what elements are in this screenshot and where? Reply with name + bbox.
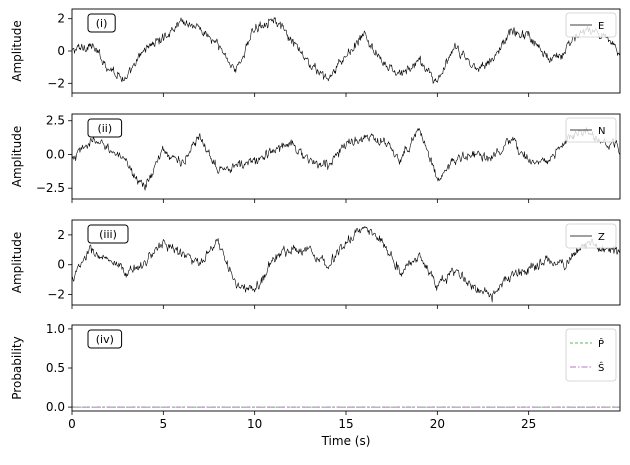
axes-frame bbox=[71, 8, 621, 94]
axes-frame bbox=[71, 324, 621, 412]
axes-frame bbox=[71, 113, 621, 200]
panel-label-box bbox=[87, 118, 123, 138]
x-tick-label: 10 bbox=[247, 417, 262, 431]
x-tick-label: 20 bbox=[430, 417, 445, 431]
panel-2: −2.5 0.0 2.5 Amplitude (ii) N bbox=[10, 113, 621, 203]
legend-entry: P̂ bbox=[598, 337, 604, 350]
y-tick-label: 2.5 bbox=[46, 114, 65, 128]
x-tick-label: 15 bbox=[338, 417, 353, 431]
panel-4: 0.0 0.5 1.0 0 5 10 15 20 25 Probability Time (s) (i… bbox=[10, 322, 621, 448]
y-tick-label: 2 bbox=[57, 228, 65, 242]
trace-n bbox=[72, 127, 620, 191]
panel-1: −2 0 2 Amplitude (i) E bbox=[10, 8, 621, 97]
y-tick-label: 0.0 bbox=[46, 147, 65, 161]
panel-label-box bbox=[87, 13, 116, 33]
panel-label: (ii) bbox=[97, 122, 112, 135]
y-axis-label: Amplitude bbox=[10, 126, 24, 188]
x-tick-label: 5 bbox=[160, 417, 168, 431]
legend-entry: E bbox=[598, 21, 604, 32]
trace-e bbox=[72, 17, 620, 84]
y-axis-label: Amplitude bbox=[10, 20, 24, 82]
y-tick-label: 0.5 bbox=[46, 361, 65, 375]
trace-z bbox=[72, 226, 620, 303]
panel-3: −2 0 2 Amplitude (iii) Z bbox=[10, 219, 621, 309]
panel-label: (iii) bbox=[99, 228, 117, 241]
x-tick-label: 0 bbox=[68, 417, 76, 431]
y-axis-label: Probability bbox=[10, 336, 24, 399]
legend bbox=[565, 328, 617, 382]
panel-label: (i) bbox=[96, 17, 108, 30]
x-axis-label: Time (s) bbox=[321, 434, 371, 448]
legend-entry: Ŝ bbox=[598, 361, 604, 374]
y-tick-label: −2 bbox=[47, 288, 65, 302]
y-axis-label: Amplitude bbox=[10, 232, 24, 294]
y-tick-label: 0.0 bbox=[46, 400, 65, 414]
y-tick-label: 2 bbox=[57, 12, 65, 26]
panel-label: (iv) bbox=[96, 333, 114, 346]
legend-entry: Z bbox=[598, 232, 605, 243]
y-tick-label: 1.0 bbox=[46, 322, 65, 336]
y-tick-label: 0 bbox=[57, 258, 65, 272]
y-tick-label: −2.5 bbox=[36, 181, 65, 195]
y-tick-label: −2 bbox=[47, 76, 65, 90]
axes-frame bbox=[71, 219, 621, 306]
panel-label-box bbox=[87, 329, 123, 349]
x-tick-label: 25 bbox=[521, 417, 536, 431]
legend-entry: N bbox=[598, 126, 605, 137]
panel-label-box bbox=[87, 224, 129, 244]
y-tick-label: 0 bbox=[57, 44, 65, 58]
